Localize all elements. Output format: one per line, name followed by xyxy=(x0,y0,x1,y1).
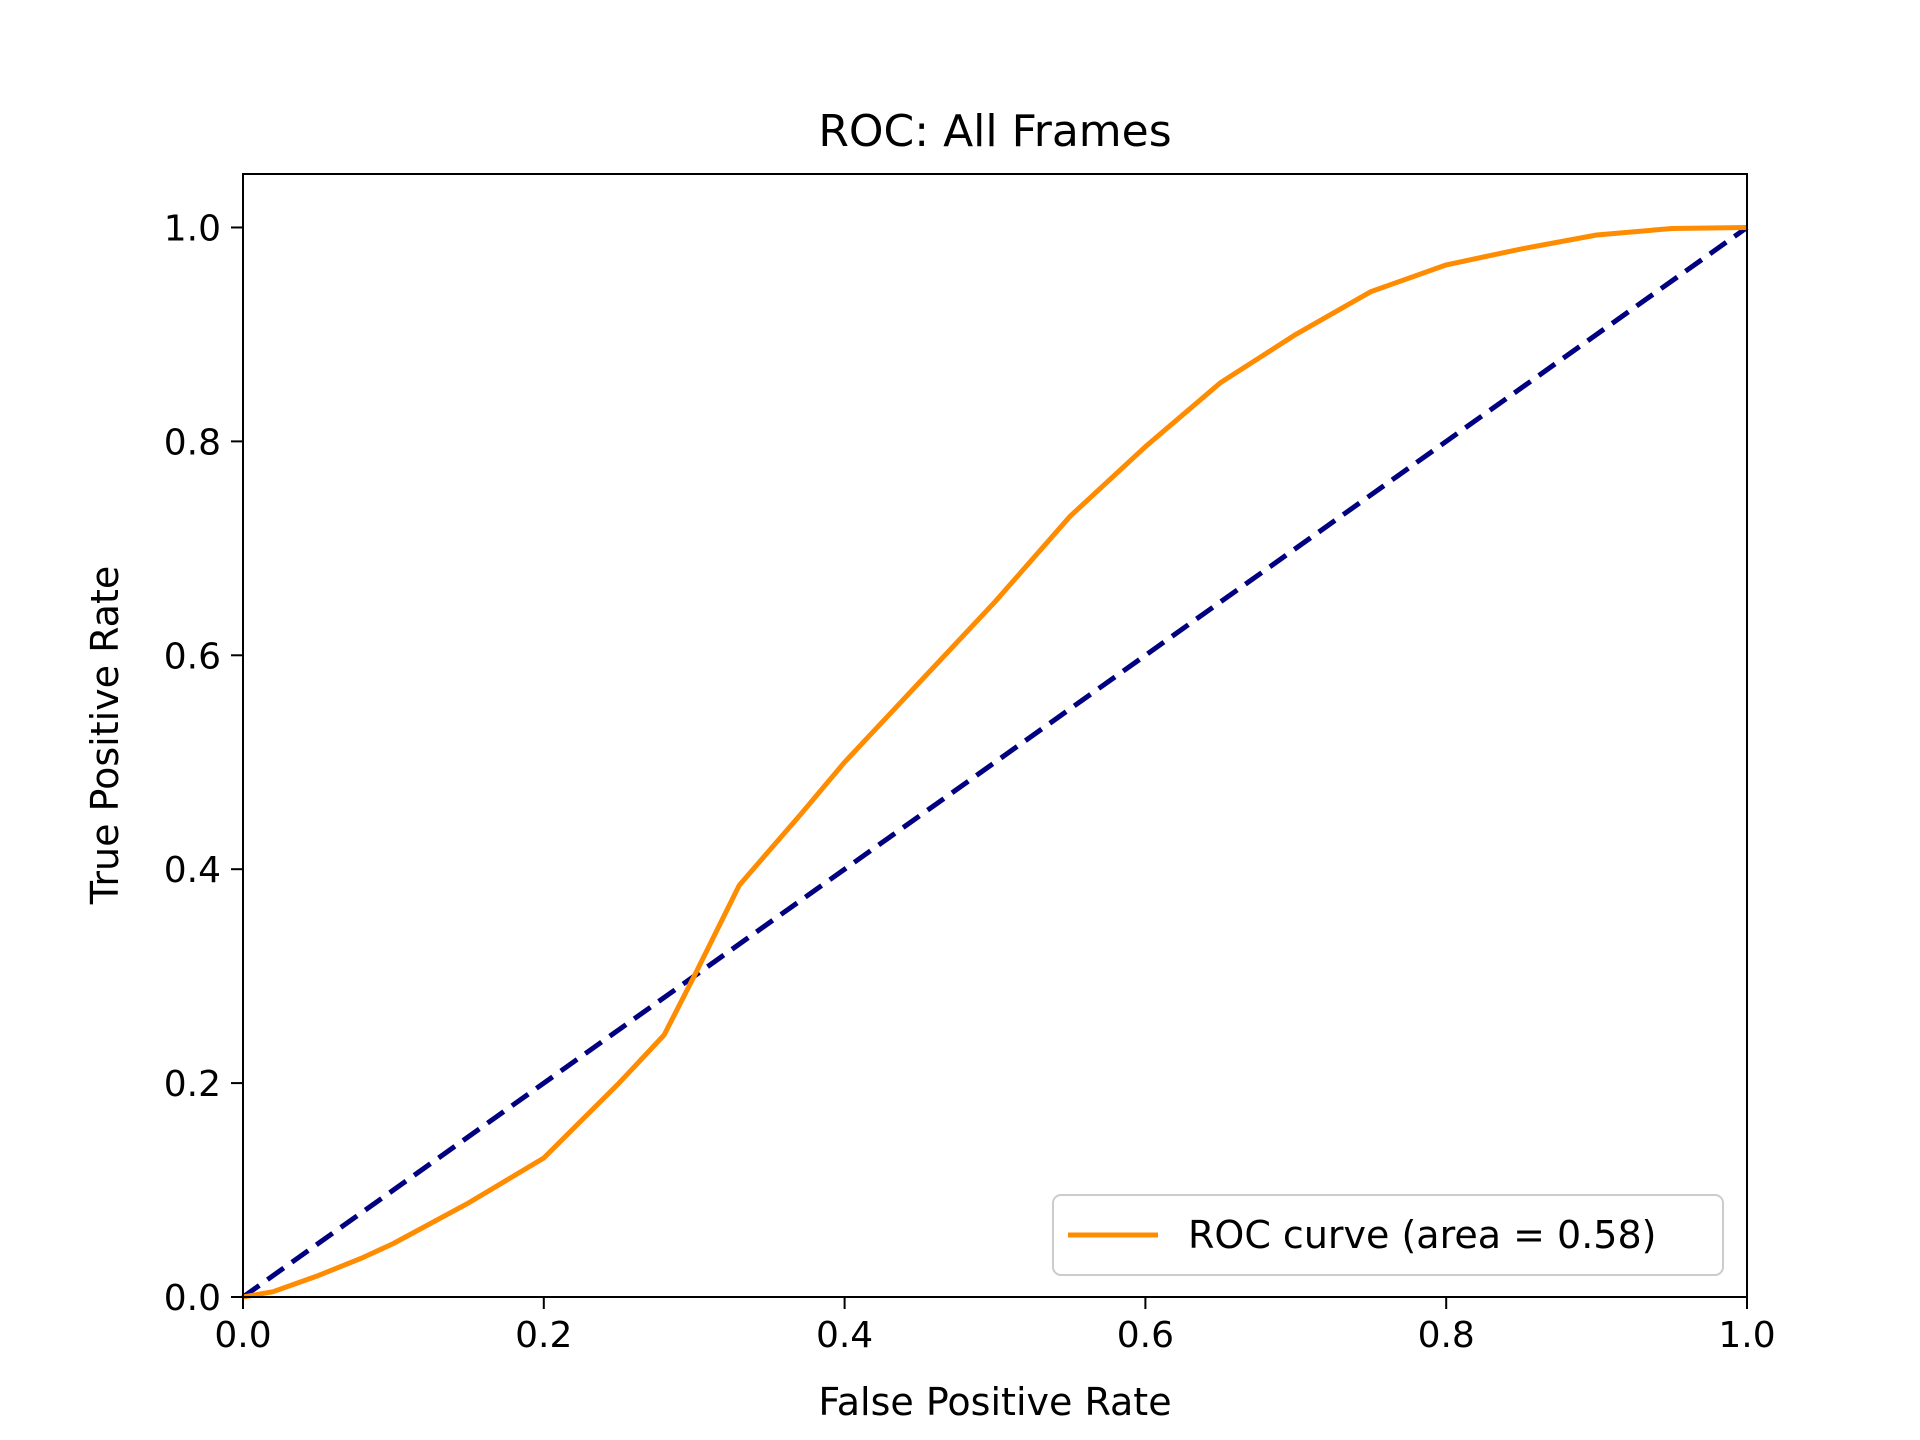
y-tick-label: 0.0 xyxy=(164,1278,221,1319)
series-layer xyxy=(241,225,1749,1300)
y-tick-label: 1.0 xyxy=(164,208,221,249)
x-axis-ticks: 0.0 0.2 0.4 0.6 0.8 1.0 xyxy=(214,1297,1776,1356)
legend: ROC curve (area = 0.58) xyxy=(1052,1194,1724,1276)
roc-curve-line xyxy=(242,225,1748,1300)
plot-frame xyxy=(242,173,1748,1298)
legend-label-roc-curve: ROC curve (area = 0.58) xyxy=(1188,1213,1656,1257)
x-tick-label: 0.4 xyxy=(816,1315,873,1356)
x-tick-label: 0.0 xyxy=(214,1315,271,1356)
y-tick-label: 0.4 xyxy=(164,850,221,891)
y-tick-label: 0.2 xyxy=(164,1064,221,1105)
legend-box xyxy=(1052,1194,1724,1276)
x-tick-label: 0.6 xyxy=(1117,1315,1174,1356)
y-tick-label: 0.6 xyxy=(164,636,221,677)
y-axis-label: True Positive Rate xyxy=(83,566,127,906)
x-tick-label: 1.0 xyxy=(1718,1315,1775,1356)
x-tick-label: 0.8 xyxy=(1418,1315,1475,1356)
x-axis-label: False Positive Rate xyxy=(818,1380,1171,1424)
y-tick-label: 0.8 xyxy=(164,422,221,463)
y-axis-ticks: 0.0 0.2 0.4 0.6 0.8 1.0 xyxy=(164,208,243,1319)
chart-title: ROC: All Frames xyxy=(818,106,1171,157)
x-tick-label: 0.2 xyxy=(515,1315,572,1356)
reference-diagonal-line xyxy=(241,225,1749,1300)
